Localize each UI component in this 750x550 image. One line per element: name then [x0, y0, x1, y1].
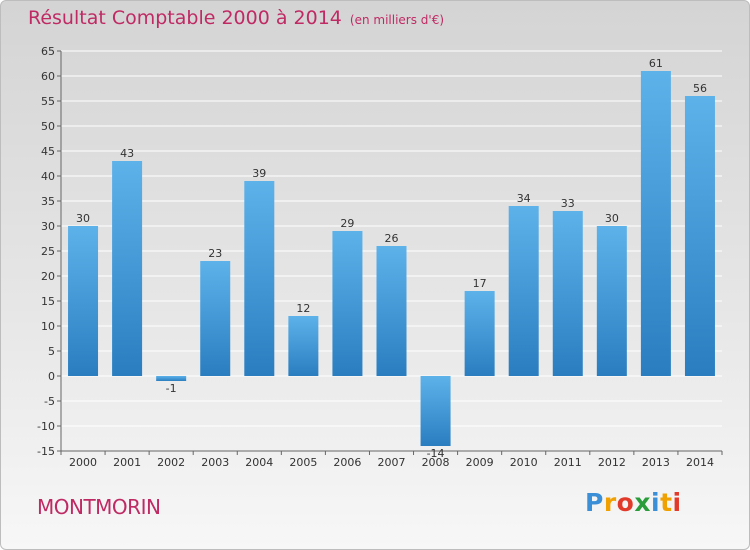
data-label: 39 — [252, 167, 266, 180]
y-tick-label: 35 — [41, 195, 55, 208]
y-tick-label: 25 — [41, 245, 55, 258]
logo-letter: i — [672, 488, 682, 517]
bar — [640, 71, 671, 376]
bar — [552, 211, 583, 376]
logo-letter: t — [660, 488, 673, 517]
data-label: 12 — [296, 302, 310, 315]
x-tick-label: 2005 — [289, 456, 317, 469]
x-tick-label: 2004 — [245, 456, 273, 469]
y-tick-label: -5 — [44, 395, 55, 408]
x-tick-label: 2009 — [466, 456, 494, 469]
data-label: 61 — [649, 57, 663, 70]
y-tick-label: 60 — [41, 70, 55, 83]
y-tick-label: 65 — [41, 45, 55, 58]
y-tick-label: 10 — [41, 320, 55, 333]
x-tick-label: 2003 — [201, 456, 229, 469]
data-label: 26 — [385, 232, 399, 245]
y-tick-label: 30 — [41, 220, 55, 233]
y-tick-label: 5 — [48, 345, 55, 358]
logo-letter: x — [634, 488, 651, 517]
proxiti-logo: Proxiti — [585, 488, 682, 517]
data-label: 33 — [561, 197, 575, 210]
x-tick-label: 2010 — [510, 456, 538, 469]
data-label: -14 — [427, 447, 445, 460]
logo-letter: r — [603, 488, 617, 517]
data-label: 23 — [208, 247, 222, 260]
y-tick-label: 50 — [41, 120, 55, 133]
x-tick-label: 2007 — [378, 456, 406, 469]
bar — [684, 96, 715, 376]
bar — [112, 161, 143, 376]
bar — [156, 376, 187, 381]
y-tick-label: 0 — [48, 370, 55, 383]
y-tick-label: 45 — [41, 145, 55, 158]
logo-letter: o — [616, 488, 635, 517]
bar — [332, 231, 363, 376]
y-tick-label: -10 — [37, 420, 55, 433]
commune-name: MONTMORIN — [37, 495, 161, 519]
bar — [596, 226, 627, 376]
y-tick-label: -15 — [37, 445, 55, 458]
x-tick-label: 2000 — [69, 456, 97, 469]
logo-letter: i — [651, 488, 661, 517]
x-tick-label: 2001 — [113, 456, 141, 469]
data-label: 29 — [340, 217, 354, 230]
data-label: 43 — [120, 147, 134, 160]
data-label: 30 — [605, 212, 619, 225]
x-tick-label: 2002 — [157, 456, 185, 469]
x-tick-label: 2013 — [642, 456, 670, 469]
bar — [68, 226, 99, 376]
x-tick-label: 2014 — [686, 456, 714, 469]
data-label: 30 — [76, 212, 90, 225]
y-tick-label: 20 — [41, 270, 55, 283]
x-tick-label: 2012 — [598, 456, 626, 469]
chart-title: Résultat Comptable 2000 à 2014 (en millie… — [28, 7, 444, 29]
chart-title-text: Résultat Comptable 2000 à 2014 — [28, 7, 342, 29]
bar — [420, 376, 451, 446]
x-tick-label: 2011 — [554, 456, 582, 469]
data-label: 56 — [693, 82, 707, 95]
chart-subtitle: (en milliers d'€) — [349, 13, 445, 27]
data-label: 34 — [517, 192, 531, 205]
y-tick-label: 40 — [41, 170, 55, 183]
logo-letter: P — [585, 488, 604, 517]
x-tick-label: 2008 — [422, 456, 450, 469]
y-tick-label: 15 — [41, 295, 55, 308]
bar — [464, 291, 495, 376]
bar — [200, 261, 231, 376]
bar — [508, 206, 539, 376]
bar — [244, 181, 275, 376]
bar — [376, 246, 407, 376]
x-tick-label: 2006 — [333, 456, 361, 469]
data-label: 17 — [473, 277, 487, 290]
y-tick-label: 55 — [41, 95, 55, 108]
data-label: -1 — [166, 382, 177, 395]
bar — [288, 316, 319, 376]
